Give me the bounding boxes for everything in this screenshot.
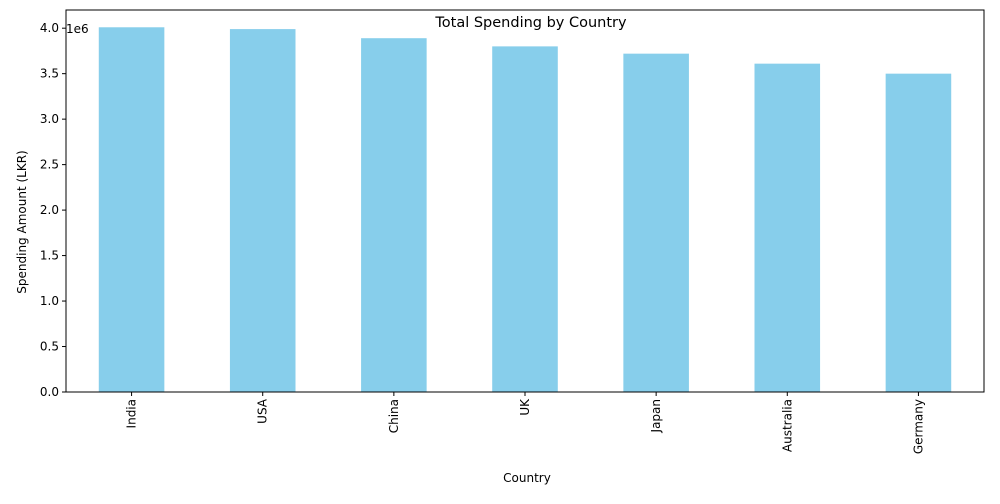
x-tick-label: Germany — [911, 399, 925, 454]
plot-area-frame — [65, 9, 985, 393]
bar-india — [98, 27, 165, 393]
y-axis-ticks: 0.0 0.5 1.0 1.5 2.0 2.5 3.0 3.5 4.0 — [40, 21, 66, 399]
bar-germany — [885, 73, 952, 393]
x-tick-label: UK — [518, 398, 532, 416]
x-axis-ticks: India USA China UK Japan Australia Germany — [125, 392, 925, 454]
y-tick-label: 0.0 — [40, 385, 59, 399]
y-tick-label: 2.5 — [40, 158, 59, 172]
x-tick-label: China — [387, 399, 401, 433]
y-axis-offset-label: 1e6 — [66, 22, 89, 36]
y-tick-label: 4.0 — [40, 21, 59, 35]
bars-group — [98, 27, 952, 393]
x-axis-label: Country — [503, 471, 551, 485]
y-tick-label: 3.0 — [40, 112, 59, 126]
x-tick-label: Japan — [649, 399, 663, 433]
chart-title: Total Spending by Country — [434, 15, 627, 31]
bar-japan — [623, 53, 689, 393]
x-tick-label: Australia — [780, 399, 794, 452]
x-tick-label: India — [125, 399, 139, 428]
y-tick-label: 1.0 — [40, 294, 59, 308]
y-axis-label: Spending Amount (LKR) — [15, 150, 29, 293]
bar-china — [361, 38, 427, 392]
bar-usa — [229, 29, 296, 392]
y-tick-label: 2.0 — [40, 203, 59, 217]
y-tick-label: 0.5 — [40, 340, 59, 354]
bar-uk — [492, 46, 558, 392]
y-tick-label: 3.5 — [40, 67, 59, 81]
bar-australia — [754, 63, 821, 393]
x-tick-label: USA — [256, 398, 270, 424]
y-tick-label: 1.5 — [40, 249, 59, 263]
